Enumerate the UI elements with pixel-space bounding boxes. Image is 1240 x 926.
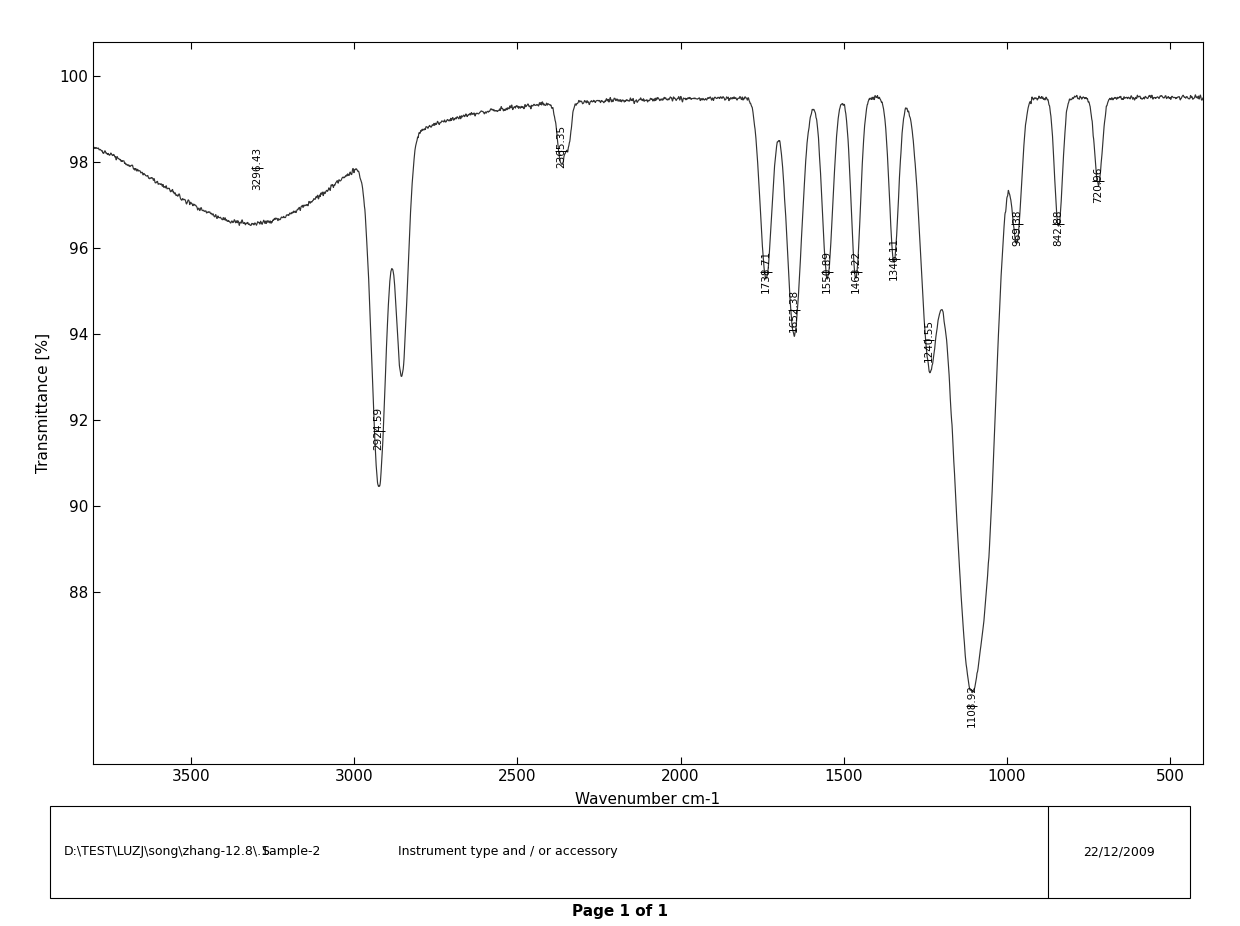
Text: Sample-2: Sample-2 bbox=[260, 845, 320, 858]
Text: 22/12/2009: 22/12/2009 bbox=[1084, 845, 1154, 858]
Text: 842.88: 842.88 bbox=[1053, 209, 1063, 246]
Text: 1652.38: 1652.38 bbox=[789, 289, 799, 332]
Text: 2365.35: 2365.35 bbox=[557, 125, 567, 169]
Text: 969.38: 969.38 bbox=[1012, 209, 1022, 246]
Text: 1240.55: 1240.55 bbox=[924, 319, 934, 362]
Text: 1550.89: 1550.89 bbox=[822, 250, 832, 294]
X-axis label: Wavenumber cm-1: Wavenumber cm-1 bbox=[575, 792, 720, 807]
Y-axis label: Transmittance [%]: Transmittance [%] bbox=[36, 332, 51, 473]
Text: 1463.22: 1463.22 bbox=[851, 250, 861, 294]
Text: 3296.43: 3296.43 bbox=[253, 147, 263, 190]
Text: Instrument type and / or accessory: Instrument type and / or accessory bbox=[398, 845, 618, 858]
Text: 1346.11: 1346.11 bbox=[889, 237, 899, 281]
Text: 2924.59: 2924.59 bbox=[373, 407, 383, 450]
Text: Page 1 of 1: Page 1 of 1 bbox=[572, 904, 668, 919]
Text: D:\TEST\LUZJ\song\zhang-12.8\.1: D:\TEST\LUZJ\song\zhang-12.8\.1 bbox=[63, 845, 269, 858]
Text: 1738.71: 1738.71 bbox=[761, 250, 771, 294]
Text: 1108.92: 1108.92 bbox=[966, 684, 976, 728]
Text: 720.96: 720.96 bbox=[1092, 167, 1104, 203]
